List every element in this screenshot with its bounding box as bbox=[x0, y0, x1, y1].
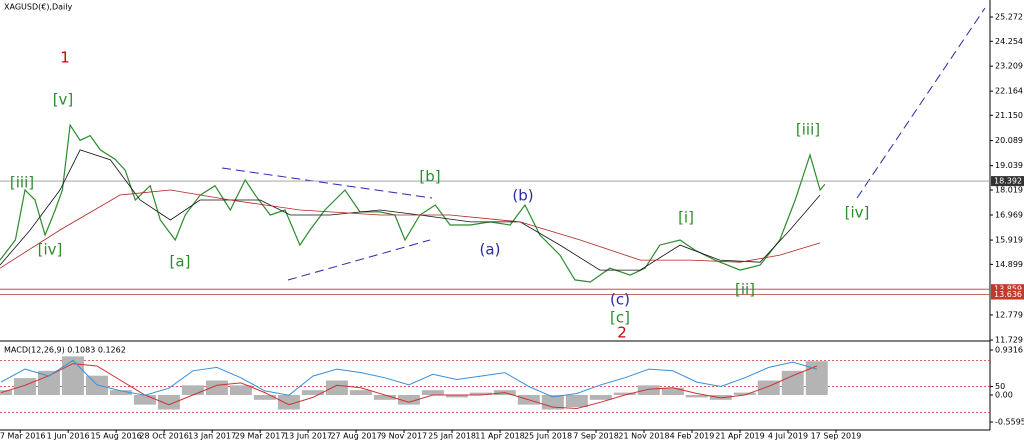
macd-bar bbox=[13, 378, 36, 395]
chart-title: XAGUSD(€),Daily bbox=[4, 3, 72, 12]
macd-bar bbox=[733, 392, 756, 395]
series-line bbox=[0, 189, 821, 269]
x-tick-label: 17 Sep 2019 bbox=[811, 432, 862, 440]
macd-y-tick-label: 0.00 bbox=[995, 390, 1013, 399]
macd-bar bbox=[613, 392, 636, 395]
x-tick-label: 7 Sep 2018 bbox=[573, 432, 619, 440]
series-line bbox=[0, 123, 826, 283]
y-tick-label: 11.729 bbox=[995, 336, 1023, 345]
x-tick-label: 21 Nov 2018 bbox=[618, 432, 669, 440]
macd-bar bbox=[301, 390, 324, 395]
wave-label: [iv] bbox=[38, 241, 63, 259]
macd-bar bbox=[37, 370, 60, 395]
level-box bbox=[991, 284, 1024, 295]
macd-bar bbox=[205, 380, 228, 395]
macd-bar bbox=[85, 375, 108, 395]
macd-bar bbox=[565, 394, 588, 408]
macd-bar bbox=[397, 394, 420, 405]
x-tick-label: 11 Apr 2018 bbox=[475, 432, 524, 440]
macd-bar bbox=[421, 390, 444, 395]
macd-bar bbox=[373, 394, 396, 400]
y-tick-label: 15.919 bbox=[995, 236, 1023, 245]
macd-bar bbox=[325, 380, 348, 395]
macd-bar bbox=[253, 394, 276, 400]
macd-bar bbox=[781, 370, 804, 395]
y-tick-label: 16.969 bbox=[995, 211, 1023, 220]
level-label: 13.636 bbox=[994, 290, 1022, 299]
macd-bar bbox=[637, 385, 660, 395]
macd-bar bbox=[349, 390, 372, 395]
wave-label: [i] bbox=[678, 209, 694, 227]
macd-bar bbox=[661, 387, 684, 395]
x-tick-label: 9 Nov 2017 bbox=[381, 432, 427, 440]
wave-label: [iv] bbox=[845, 204, 870, 222]
wave-label: [iii] bbox=[796, 121, 820, 139]
x-tick-label: 29 Mar 2017 bbox=[235, 432, 286, 440]
x-tick-label: 17 Mar 2016 bbox=[0, 432, 46, 440]
wave-label: (b) bbox=[512, 187, 533, 205]
macd-bar bbox=[109, 390, 132, 395]
x-tick-label: 21 Apr 2019 bbox=[715, 432, 764, 440]
wave-label: [b] bbox=[419, 168, 440, 186]
y-tick-label: 24.254 bbox=[995, 37, 1023, 46]
y-tick-label: 12.779 bbox=[995, 310, 1023, 319]
wave-label: (c) bbox=[610, 291, 630, 309]
x-tick-label: 13 Jun 2017 bbox=[284, 432, 332, 440]
projection bbox=[856, 7, 986, 199]
macd-bar bbox=[445, 394, 468, 398]
y-tick-label: 21.150 bbox=[995, 111, 1023, 120]
macd-bar bbox=[589, 394, 612, 400]
x-tick-label: 28 Oct 2016 bbox=[139, 432, 188, 440]
y-tick-label: 14.899 bbox=[995, 260, 1023, 269]
y-tick-label: 20.089 bbox=[995, 136, 1023, 145]
wave-label: [c] bbox=[610, 309, 630, 327]
macd-y-tick-label: -0.5595 bbox=[995, 418, 1024, 427]
series-line bbox=[0, 363, 817, 410]
x-tick-label: 27 Aug 2017 bbox=[330, 432, 381, 440]
macd-bar bbox=[229, 385, 252, 395]
y-tick-label: 19.039 bbox=[995, 161, 1023, 170]
wave-label: [a] bbox=[170, 253, 191, 271]
macd-bar bbox=[0, 390, 12, 395]
triangle-lower bbox=[287, 239, 431, 281]
macd-bar bbox=[805, 361, 828, 395]
x-tick-label: 1 Jun 2016 bbox=[47, 432, 90, 440]
series-line bbox=[0, 149, 821, 271]
level-label: 18.392 bbox=[994, 177, 1022, 186]
wave-label: [ii] bbox=[735, 281, 755, 299]
wave-label: [v] bbox=[53, 91, 74, 109]
macd-bar bbox=[277, 394, 300, 410]
x-tick-label: 25 Jun 2018 bbox=[524, 432, 572, 440]
macd-bar bbox=[61, 356, 84, 395]
triangle-upper bbox=[221, 167, 433, 199]
wave-label: [iii] bbox=[10, 174, 34, 192]
macd-bar bbox=[157, 394, 180, 410]
level-label: 13.859 bbox=[994, 285, 1022, 294]
x-tick-label: 13 Jan 2017 bbox=[188, 432, 236, 440]
y-tick-label: 22.164 bbox=[995, 87, 1023, 96]
y2-tick-label: 50 bbox=[995, 382, 1005, 391]
macd-bar bbox=[133, 394, 156, 405]
macd-bar bbox=[181, 385, 204, 395]
x-tick-label: 4 Jul 2019 bbox=[768, 432, 808, 440]
trendlines bbox=[221, 7, 986, 281]
level-box bbox=[991, 289, 1024, 300]
macd-bar bbox=[685, 394, 708, 398]
x-tick-label: 25 Jan 2018 bbox=[428, 432, 476, 440]
wave-label: 2 bbox=[617, 324, 627, 342]
macd-y-tick-label: 0.9316 bbox=[995, 346, 1023, 355]
series-line bbox=[0, 359, 817, 398]
macd-bar bbox=[469, 392, 492, 395]
wave-label: 1 bbox=[60, 49, 70, 67]
x-tick-label: 4 Feb 2019 bbox=[670, 432, 715, 440]
wave-label: (a) bbox=[480, 241, 501, 259]
y-tick-label: 18.019 bbox=[995, 185, 1023, 194]
x-tick-label: 15 Aug 2016 bbox=[91, 432, 142, 440]
macd-title: MACD(12,26,9) 0.1083 0.1262 bbox=[4, 346, 126, 355]
y-tick-label: 23.209 bbox=[995, 62, 1023, 71]
y-tick-label: 25.272 bbox=[995, 12, 1023, 21]
level-box bbox=[991, 176, 1024, 187]
